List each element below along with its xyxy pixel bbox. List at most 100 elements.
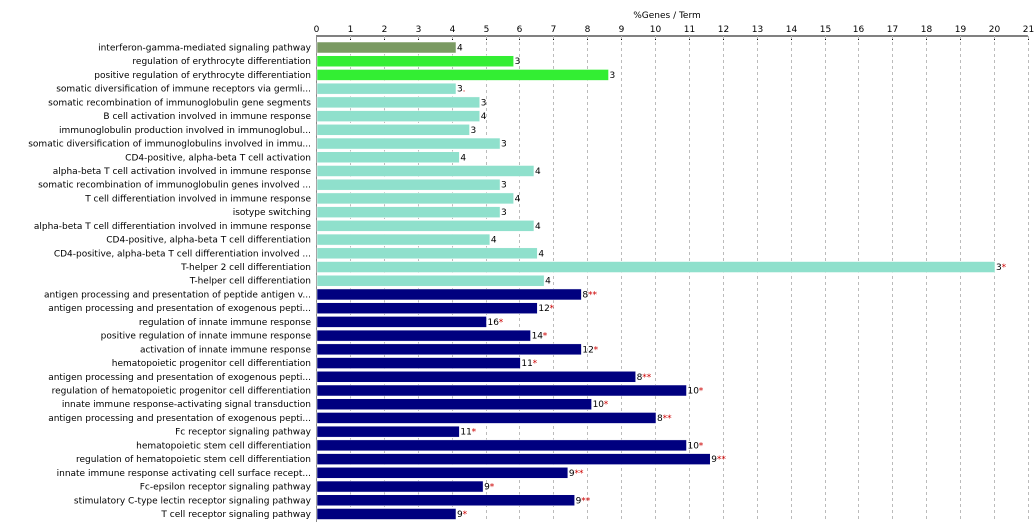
bar-row: Fc receptor signaling pathway 11 * bbox=[175, 425, 477, 438]
bar-row: stimulatory C-type lectin receptor signa… bbox=[74, 494, 591, 506]
bar bbox=[316, 82, 457, 95]
bar-row: activation of innate immune response 12 * bbox=[140, 343, 599, 356]
x-tick-label: 21 bbox=[1023, 25, 1034, 35]
bar-row: somatic recombination of immunoglobulin … bbox=[38, 178, 507, 191]
count-label: 9 bbox=[457, 510, 463, 520]
count-label: 9 bbox=[569, 469, 575, 479]
term-label: activation of innate immune response bbox=[140, 345, 312, 355]
bar bbox=[316, 69, 609, 81]
bar bbox=[316, 55, 514, 67]
term-label: innate immune response-activating signal… bbox=[62, 400, 311, 410]
significance-marker: * bbox=[604, 400, 609, 410]
term-label: hematopoietic progenitor cell differenti… bbox=[112, 359, 311, 369]
term-label: somatic recombination of immunoglobulin … bbox=[48, 98, 311, 108]
significance-marker: * bbox=[699, 441, 704, 451]
count-label: 3 bbox=[471, 126, 477, 136]
significance-marker: ** bbox=[574, 469, 584, 479]
bar bbox=[316, 220, 535, 232]
count-label: 4 bbox=[538, 249, 544, 259]
count-label: 14 bbox=[532, 332, 544, 342]
x-tick-label: 10 bbox=[650, 25, 662, 35]
x-tick-label: 19 bbox=[955, 25, 967, 35]
term-label: CD4-positive, alpha-beta T cell activati… bbox=[125, 153, 311, 163]
bar bbox=[316, 274, 545, 287]
significance-marker: * bbox=[472, 428, 477, 438]
significance-marker: * bbox=[533, 359, 538, 369]
significance-marker: ** bbox=[663, 414, 673, 424]
chart-title: %Genes / Term bbox=[633, 11, 701, 21]
bar-row: isotype switching 3 bbox=[233, 206, 507, 218]
count-label: 4 bbox=[481, 112, 487, 122]
bar bbox=[316, 343, 582, 356]
bar-row: positive regulation of erythrocyte diffe… bbox=[94, 69, 615, 81]
term-label: innate immune response activating cell s… bbox=[57, 469, 311, 479]
count-label: 9 bbox=[484, 483, 490, 493]
count-label: 4 bbox=[545, 277, 551, 287]
x-tick-label: 2 bbox=[382, 25, 388, 35]
term-label: regulation of erythrocyte differentiatio… bbox=[132, 57, 311, 67]
significance-marker: * bbox=[699, 387, 704, 397]
term-label: somatic recombination of immunoglobulin … bbox=[38, 181, 311, 191]
bar bbox=[316, 110, 480, 122]
x-tick-label: 0 bbox=[314, 25, 320, 35]
bar bbox=[316, 439, 687, 452]
term-label: immunoglobulin production involved in im… bbox=[59, 126, 311, 136]
bar-row: hematopoietic progenitor cell differenti… bbox=[112, 357, 538, 369]
count-label: 8 bbox=[657, 414, 663, 424]
bar-row: somatic diversification of immunoglobuli… bbox=[28, 137, 507, 150]
bar-row: antigen processing and presentation of e… bbox=[48, 412, 672, 424]
term-label: Fc receptor signaling pathway bbox=[175, 428, 312, 438]
count-label: 4 bbox=[535, 167, 541, 177]
bars-layer: interferon-gamma-mediated signaling path… bbox=[28, 41, 1007, 520]
count-label: 11 bbox=[521, 359, 532, 369]
term-label: positive regulation of erythrocyte diffe… bbox=[94, 71, 311, 81]
term-label: CD4-positive, alpha-beta T cell differen… bbox=[106, 236, 311, 246]
x-tick-label: 8 bbox=[585, 25, 591, 35]
count-label: 3 bbox=[481, 98, 487, 108]
bar-row: B cell activation involved in immune res… bbox=[103, 110, 487, 122]
count-label: 4 bbox=[535, 222, 541, 232]
x-tick-label: 13 bbox=[752, 25, 763, 35]
term-label: antigen processing and presentation of e… bbox=[48, 414, 311, 424]
significance-marker: * bbox=[543, 332, 548, 342]
bar bbox=[316, 178, 501, 191]
x-tick-label: 5 bbox=[484, 25, 490, 35]
count-label: 16 bbox=[488, 318, 500, 328]
bar bbox=[316, 302, 538, 314]
bar-row: positive regulation of innate immune res… bbox=[101, 329, 548, 342]
bar-row: T cell differentiation involved in immun… bbox=[84, 192, 521, 204]
term-label: antigen processing and presentation of e… bbox=[48, 304, 311, 314]
x-tick-label: 16 bbox=[853, 25, 865, 35]
bar-row: interferon-gamma-mediated signaling path… bbox=[98, 41, 463, 54]
bar-row: regulation of hematopoietic progenitor c… bbox=[52, 384, 704, 397]
significance-marker: ** bbox=[642, 373, 652, 383]
bar-row: regulation of hematopoietic stem cell di… bbox=[76, 453, 727, 465]
significance-marker: ** bbox=[581, 496, 591, 506]
significance-marker: * bbox=[463, 510, 468, 520]
count-label: 8 bbox=[637, 373, 643, 383]
x-tick-label: 20 bbox=[989, 25, 1001, 35]
bar-row: CD4-positive, alpha-beta T cell differen… bbox=[54, 247, 544, 259]
significance-marker: * bbox=[1002, 263, 1007, 273]
bar-row: alpha-beta T cell activation involved in… bbox=[53, 165, 541, 177]
significance-marker: ** bbox=[588, 290, 598, 300]
count-label: 12 bbox=[582, 345, 593, 355]
x-tick-label: 12 bbox=[718, 25, 729, 35]
significance-marker: ** bbox=[717, 455, 727, 465]
bar bbox=[316, 371, 636, 383]
bar bbox=[316, 151, 460, 164]
bar bbox=[316, 233, 491, 246]
term-label: CD4-positive, alpha-beta T cell differen… bbox=[54, 249, 311, 259]
bar bbox=[316, 467, 569, 479]
count-label: 12 bbox=[538, 304, 549, 314]
term-label: B cell activation involved in immune res… bbox=[103, 112, 311, 122]
term-label: Fc-epsilon receptor signaling pathway bbox=[140, 483, 312, 493]
bar bbox=[316, 329, 531, 342]
term-label: positive regulation of innate immune res… bbox=[101, 332, 312, 342]
term-label: interferon-gamma-mediated signaling path… bbox=[98, 44, 312, 54]
count-label: 4 bbox=[457, 44, 463, 54]
bar bbox=[316, 96, 480, 109]
bar bbox=[316, 288, 582, 301]
count-label: 3 bbox=[610, 71, 616, 81]
x-tick-label: 11 bbox=[684, 25, 695, 35]
